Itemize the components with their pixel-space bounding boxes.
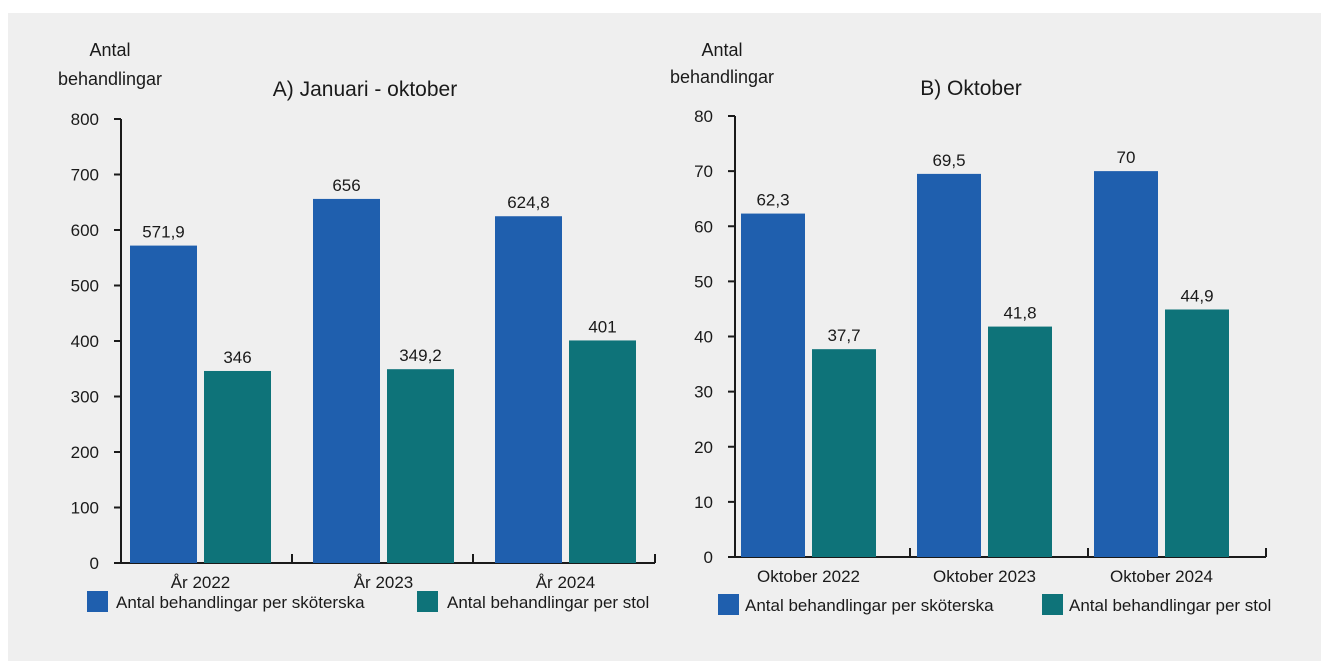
chart-a-bar-per-nurse <box>313 198 380 564</box>
chart-a-legend-swatch-per-chair <box>417 591 438 612</box>
chart-b-y-tick-label: 80 <box>694 107 713 126</box>
chart-b-y-tick-label: 70 <box>694 162 713 181</box>
chart-a-x-tick-label: År 2022 <box>171 573 231 592</box>
chart-a-y-tick-label: 100 <box>71 499 99 518</box>
chart-b-ylabel-line2: behandlingar <box>670 67 774 87</box>
chart-b-data-label: 70 <box>1117 148 1136 167</box>
chart-a-y-tick-label: 400 <box>71 332 99 351</box>
chart-a-y-tick-label: 500 <box>71 277 99 296</box>
chart-b-bar-per-nurse <box>917 173 981 557</box>
chart-b-y-tick-label: 0 <box>704 548 713 567</box>
chart-a-legend-label: Antal behandlingar per sköterska <box>116 593 365 612</box>
chart-a-ylabel-line2: behandlingar <box>58 69 162 89</box>
chart-a-ylabel-line1: Antal <box>89 40 130 60</box>
chart-a-bar-per-chair <box>387 369 454 563</box>
chart-b-bar-per-chair <box>988 326 1052 557</box>
chart-a-data-label: 624,8 <box>507 193 550 212</box>
chart-b-y-tick-label: 40 <box>694 328 713 347</box>
chart-b-legend-swatch-per-chair <box>1042 594 1063 615</box>
chart-a-y-tick-label: 600 <box>71 221 99 240</box>
chart-a-bar-per-nurse <box>130 245 197 563</box>
chart-a-y-tick-label: 0 <box>90 554 99 573</box>
chart-b-data-label: 69,5 <box>932 151 965 170</box>
chart-a-x-tick-label: År 2024 <box>536 573 596 592</box>
chart-a-title: A) Januari - oktober <box>273 78 457 101</box>
chart-b-x-tick-label: Oktober 2024 <box>1110 567 1213 586</box>
chart-b-data-label: 44,9 <box>1180 286 1213 305</box>
chart-b-y-tick-label: 50 <box>694 272 713 291</box>
chart-b-data-label: 41,8 <box>1003 304 1036 323</box>
chart-b-bar-per-nurse <box>1094 171 1158 557</box>
chart-a-x-tick-label: År 2023 <box>354 573 414 592</box>
chart-a-y-tick-label: 300 <box>71 388 99 407</box>
chart-b-legend-label: Antal behandlingar per sköterska <box>745 596 994 615</box>
chart-a-y-tick-label: 700 <box>71 166 99 185</box>
chart-b-data-label: 37,7 <box>827 326 860 345</box>
chart-b-ylabel-line1: Antal <box>701 40 742 60</box>
chart-b-bar-per-nurse <box>741 213 805 558</box>
chart-a-legend-label: Antal behandlingar per stol <box>447 593 649 612</box>
chart-a-y-tick-label: 200 <box>71 443 99 462</box>
chart-b-legend-label: Antal behandlingar per stol <box>1069 596 1271 615</box>
chart-a-bar-per-chair <box>569 340 636 563</box>
chart-a-y-tick-label: 800 <box>71 110 99 129</box>
chart-b-title: B) Oktober <box>920 77 1022 100</box>
chart-a-legend-swatch-per-nurse <box>87 591 108 612</box>
chart-a-data-label: 349,2 <box>399 346 442 365</box>
chart-b-bar-per-chair <box>812 349 876 557</box>
chart-b-y-tick-label: 30 <box>694 383 713 402</box>
chart-a-bar-per-chair <box>204 370 271 563</box>
chart-b-y-tick-label: 20 <box>694 438 713 457</box>
chart-b-x-tick-label: Oktober 2022 <box>757 567 860 586</box>
chart-a-bar-per-nurse <box>495 216 562 563</box>
chart-b-y-tick-label: 10 <box>694 493 713 512</box>
chart-b-bar-per-chair <box>1165 309 1229 557</box>
chart-b-legend-swatch-per-nurse <box>718 594 739 615</box>
chart-a-data-label: 401 <box>588 317 616 336</box>
chart-a-data-label: 346 <box>223 348 251 367</box>
chart-b-y-tick-label: 60 <box>694 217 713 236</box>
chart-b-x-tick-label: Oktober 2023 <box>933 567 1036 586</box>
chart-b-data-label: 62,3 <box>756 191 789 210</box>
chart-a-data-label: 656 <box>332 176 360 195</box>
chart-a-data-label: 571,9 <box>142 223 185 242</box>
